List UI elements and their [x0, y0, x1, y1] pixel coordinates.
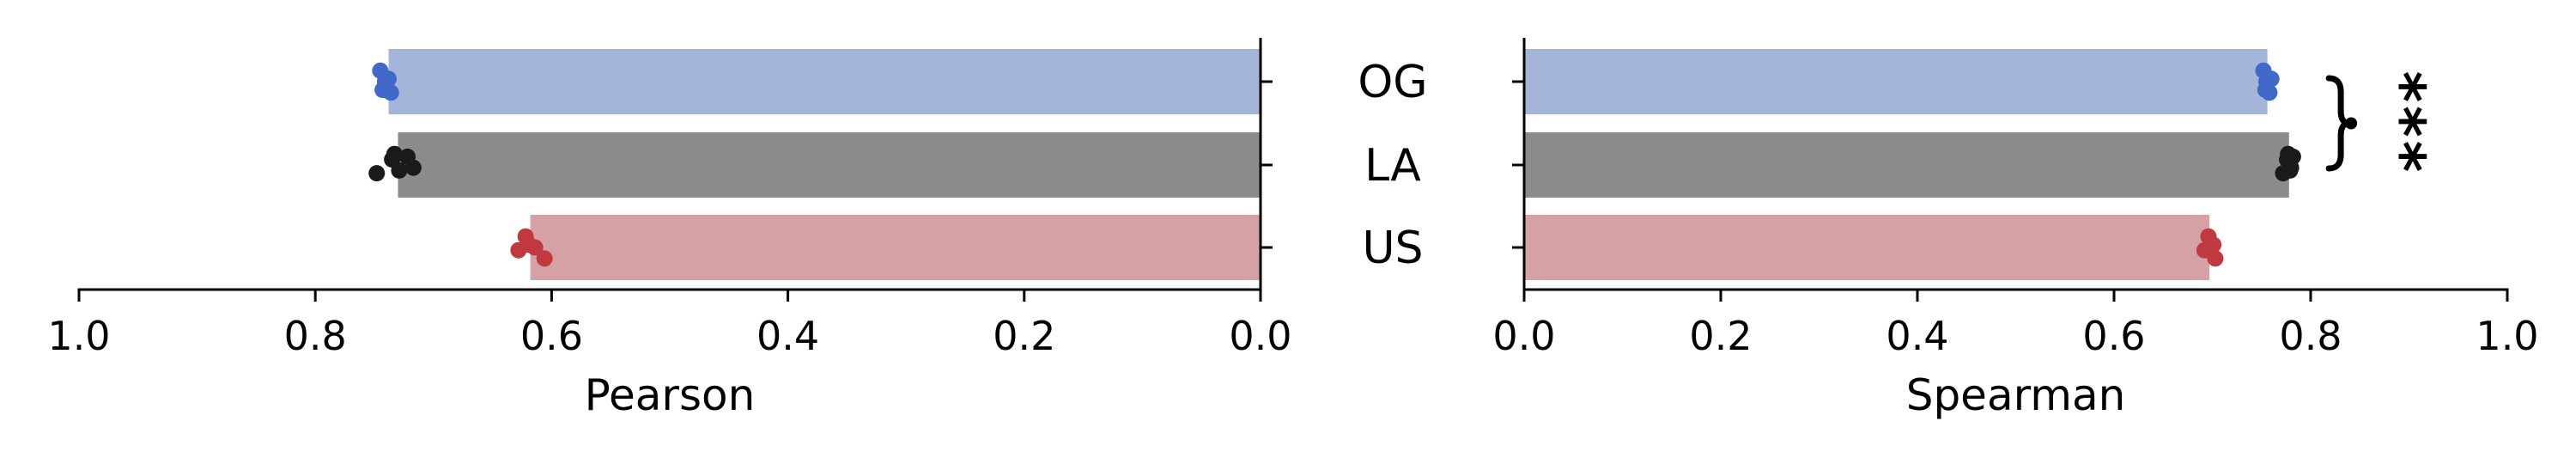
pearson-point-la	[391, 162, 408, 179]
pearson-point-la	[368, 165, 386, 182]
pearson-bars	[388, 49, 1261, 280]
spearman-bar-us	[1524, 215, 2210, 280]
pearson-x-tick-label: 0.8	[284, 313, 347, 359]
significance-stars: ***	[2367, 71, 2438, 176]
spearman-x-axis-label: Spearman	[1906, 370, 2126, 420]
spearman-point-la	[2282, 159, 2300, 176]
spearman-x-tick-label: 1.0	[2476, 313, 2538, 359]
pearson-point-la	[386, 145, 403, 162]
spearman-points	[2196, 62, 2301, 267]
spearman-x-tick-label: 0.4	[1886, 313, 1948, 359]
spearman-x-tick-label: 0.6	[2082, 313, 2145, 359]
significance-annotation: ***	[2325, 71, 2438, 176]
pearson-x-tick-label: 0.2	[993, 313, 1055, 359]
pearson-point-us	[520, 236, 538, 253]
category-label-la: LA	[1364, 140, 1421, 192]
pearson-x-axis-label: Pearson	[585, 370, 756, 420]
spearman-bar-la	[1524, 132, 2289, 198]
category-labels: OG LA US	[1358, 57, 1427, 274]
spearman-point-us	[2207, 250, 2224, 267]
pearson-points	[368, 62, 553, 267]
spearman-x-tick-label: 0.8	[2279, 313, 2342, 359]
spearman-x-tick-label: 0.0	[1492, 313, 1555, 359]
spearman-point-la	[2280, 145, 2297, 162]
spearman-panel: 0.0 0.2 0.4 0.6 0.8 1.0 Spearman ***	[1492, 38, 2539, 420]
significance-brace-tip	[2345, 117, 2358, 130]
pearson-point-us	[536, 250, 553, 267]
spearman-bar-og	[1524, 49, 2268, 114]
category-label-og: OG	[1358, 57, 1427, 108]
pearson-panel: 1.0 0.8 0.6 0.4 0.2 0.0 Pearson	[47, 38, 1292, 420]
pearson-point-og	[374, 82, 392, 99]
pearson-x-ticks: 1.0 0.8 0.6 0.4 0.2 0.0	[47, 290, 1292, 359]
spearman-bars	[1524, 49, 2289, 280]
pearson-x-tick-label: 1.0	[47, 313, 110, 359]
spearman-point-us	[2205, 236, 2222, 253]
pearson-x-tick-label: 0.0	[1229, 313, 1291, 359]
pearson-bar-la	[398, 132, 1261, 198]
category-label-us: US	[1362, 223, 1423, 274]
pearson-x-tick-label: 0.4	[756, 313, 819, 359]
pearson-x-tick-label: 0.6	[520, 313, 583, 359]
spearman-x-tick-label: 0.2	[1689, 313, 1752, 359]
spearman-y-ticks	[1512, 80, 1524, 249]
pearson-point-la	[404, 159, 422, 176]
spearman-point-og	[2257, 82, 2274, 99]
pearson-bar-us	[530, 215, 1261, 280]
pearson-y-ticks	[1261, 80, 1273, 249]
pearson-bar-og	[388, 49, 1261, 114]
spearman-x-ticks: 0.0 0.2 0.4 0.6 0.8 1.0	[1492, 290, 2539, 359]
